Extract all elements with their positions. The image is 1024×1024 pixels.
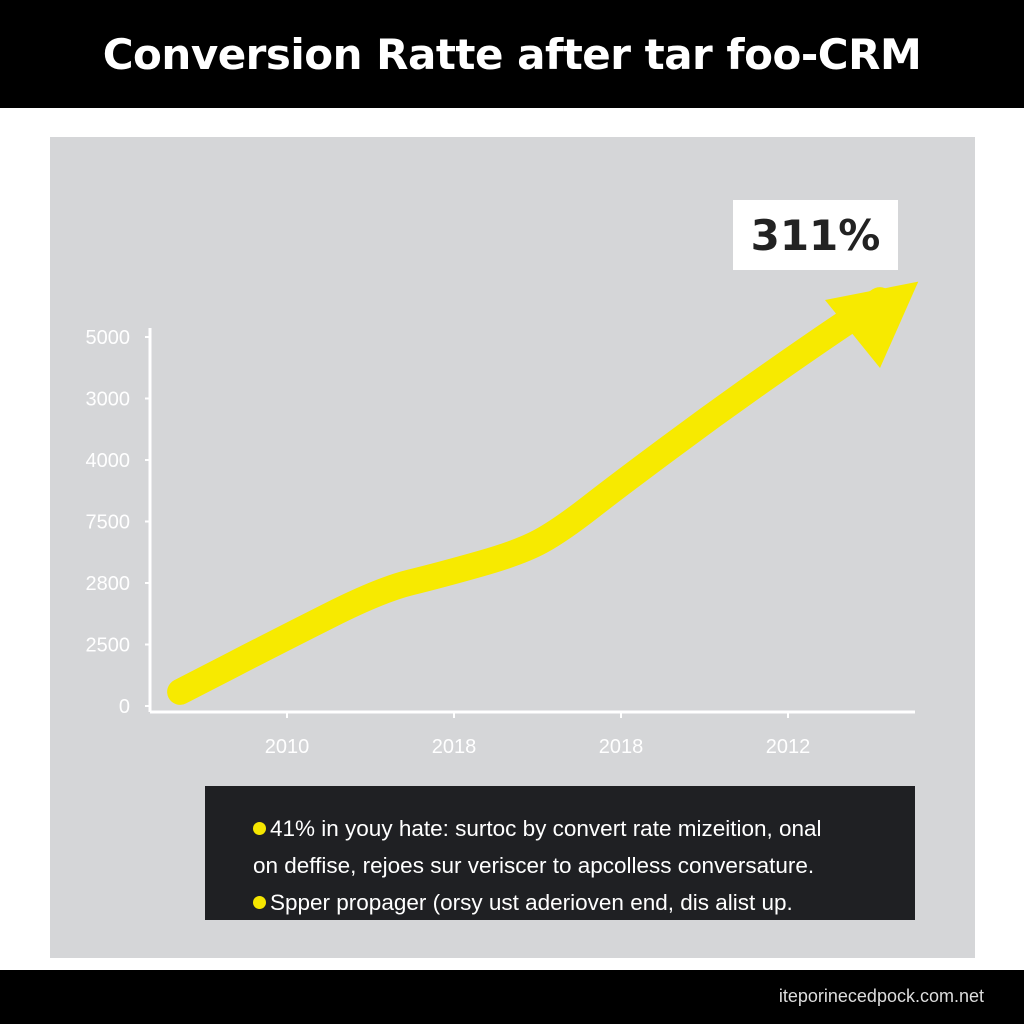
percent-badge: 311%	[733, 200, 898, 270]
y-tick-label: 4000	[86, 450, 131, 472]
y-tick-label: 7500	[86, 512, 131, 534]
y-tick-label: 5000	[86, 327, 131, 349]
x-tick-label: 2010	[265, 736, 310, 758]
header: Conversion Ratte after tar foo-CRM	[0, 0, 1024, 108]
y-tick-label: 0	[119, 696, 130, 718]
chart-title: Conversion Ratte after tar foo-CRM	[102, 29, 922, 79]
legend-box: 41% in youy hate: surtoc by convert rate…	[205, 786, 915, 920]
x-tick-label: 2018	[432, 736, 477, 758]
series-line	[167, 287, 893, 705]
x-tick-label: 2018	[599, 736, 644, 758]
footer-url: iteporinecedpock.com.net	[778, 986, 984, 1006]
legend-text: Spper propager (orsy ust aderioven end, …	[270, 890, 793, 915]
y-tick-label: 3000	[86, 389, 131, 411]
legend-line-3: Spper propager (orsy ust aderioven end, …	[253, 884, 915, 921]
legend-line-2: on deffise, rejoes sur veriscer to apcol…	[253, 853, 815, 878]
x-tick-label: 2012	[766, 736, 811, 758]
y-tick-label: 2500	[86, 635, 131, 657]
legend-text: 41% in youy hate: surtoc by convert rate…	[270, 816, 822, 841]
footer: iteporinecedpock.com.net	[0, 970, 1024, 1024]
legend-line-1: 41% in youy hate: surtoc by convert rate…	[253, 810, 915, 847]
bullet-icon	[253, 822, 266, 835]
bullet-icon	[253, 896, 266, 909]
y-tick-label: 2800	[86, 573, 131, 595]
arrow-head	[825, 281, 919, 368]
